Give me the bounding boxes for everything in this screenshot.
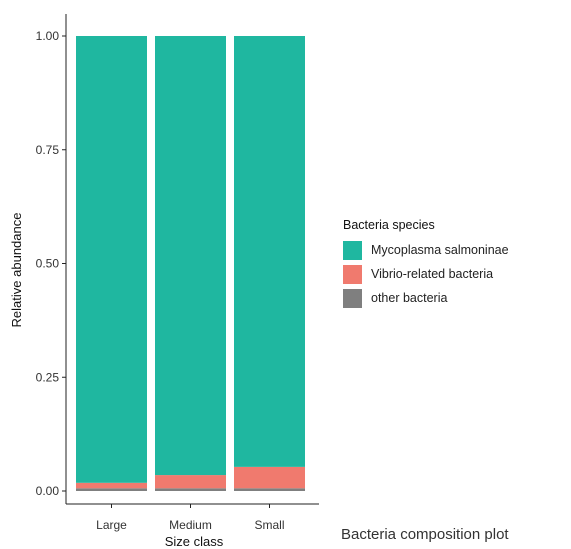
bars-group (76, 36, 305, 491)
legend-swatch-vibrio (343, 264, 362, 284)
legend: Bacteria species Mycoplasma salmoninae V… (343, 218, 509, 310)
bar-small-mycoplasma-salmoninae (234, 36, 305, 467)
x-axis-ticks: Large Medium Small (96, 504, 285, 532)
legend-swatch-mycoplasma (343, 240, 362, 260)
legend-swatch-other (343, 288, 362, 308)
x-axis-title: Size class (165, 534, 224, 549)
y-axis-title: Relative abundance (9, 213, 24, 328)
y-axis-ticks: 0.00 0.25 0.50 0.75 1.00 (36, 29, 66, 498)
legend-title: Bacteria species (343, 218, 435, 232)
bar-medium-vibrio-related-bacteria (155, 475, 226, 489)
legend-item-vibrio: Vibrio-related bacteria (343, 262, 509, 286)
x-tick-label-2: Small (254, 518, 284, 532)
y-tick-label-4: 1.00 (36, 29, 60, 43)
y-tick-label-2: 0.50 (36, 257, 60, 271)
x-tick-label-0: Large (96, 518, 127, 532)
legend-item-mycoplasma: Mycoplasma salmoninae (343, 238, 509, 262)
bar-small-vibrio-related-bacteria (234, 466, 305, 489)
y-tick-label-1: 0.25 (36, 370, 60, 384)
bar-medium-other-bacteria (155, 488, 226, 491)
x-tick-label-1: Medium (169, 518, 212, 532)
legend-label-vibrio: Vibrio-related bacteria (371, 267, 494, 281)
legend-label-mycoplasma: Mycoplasma salmoninae (371, 243, 509, 257)
y-tick-label-0: 0.00 (36, 484, 60, 498)
legend-item-other: other bacteria (343, 286, 509, 310)
y-tick-label-3: 0.75 (36, 143, 60, 157)
bar-large-other-bacteria (76, 488, 147, 491)
figure-caption: Bacteria composition plot (341, 526, 509, 543)
legend-label-other: other bacteria (371, 291, 448, 305)
bar-large-mycoplasma-salmoninae (76, 36, 147, 483)
bar-medium-mycoplasma-salmoninae (155, 36, 226, 476)
bar-small-other-bacteria (234, 488, 305, 491)
bar-large-vibrio-related-bacteria (76, 482, 147, 489)
